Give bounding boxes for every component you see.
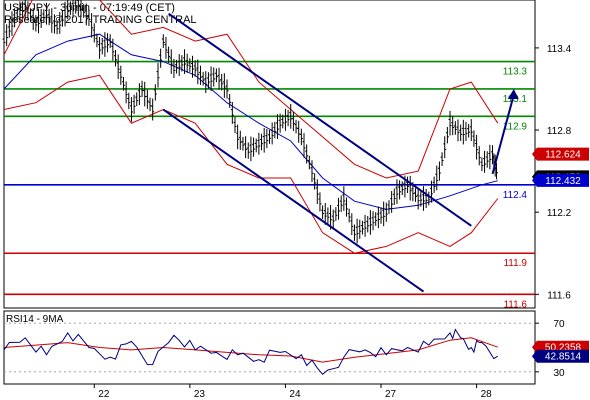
- rsi-tick-label: 30: [553, 368, 565, 379]
- level-label: 111.6: [503, 299, 527, 310]
- main-panel-frame: [3, 0, 536, 309]
- channel-line-2: [162, 108, 425, 293]
- x-tick-label: 23: [194, 389, 206, 400]
- rsi-tag-rsi: [532, 349, 589, 363]
- level-label: 111.9: [503, 258, 527, 269]
- level-label: 112.9: [503, 121, 528, 132]
- rsi-tick-label: 70: [553, 319, 565, 330]
- rsi-line: [3, 328, 499, 376]
- x-tick-label: 27: [385, 389, 397, 400]
- forecast-arrow-head: [507, 88, 519, 99]
- price-tag-ma: [532, 173, 589, 187]
- y-tick-label: 112.2: [547, 208, 572, 219]
- rsi-tag-label: 42.8514: [545, 352, 582, 363]
- forecast-arrow: [491, 94, 515, 175]
- y-tick-label: 111.6: [547, 290, 571, 301]
- bollinger-upper-line: [3, 0, 499, 179]
- moving-average-line: [3, 33, 498, 210]
- level-label: 113.1: [503, 94, 528, 105]
- rsi-panel-title: RSI14 - 9MA: [6, 314, 64, 325]
- rsi-tag-label: 50.2358: [545, 343, 582, 354]
- price-tag-label: 112.432: [545, 176, 581, 187]
- rsi-panel-frame: [3, 310, 536, 385]
- y-tick-label: 113.4: [547, 44, 572, 55]
- bollinger-lower-line: [3, 74, 499, 254]
- level-label: 112.4: [503, 190, 528, 201]
- price-tag-label: 112.624: [545, 150, 581, 161]
- y-tick-label: 112.8: [547, 126, 572, 137]
- price-tag-boll: [532, 147, 589, 161]
- x-tick-label: 22: [98, 389, 110, 400]
- level-label: 113.3: [503, 67, 528, 78]
- x-tick-label: 28: [481, 389, 493, 400]
- x-tick-label: 24: [289, 389, 301, 400]
- rsi-ma-line: [3, 337, 498, 363]
- channel-line-1: [168, 12, 472, 227]
